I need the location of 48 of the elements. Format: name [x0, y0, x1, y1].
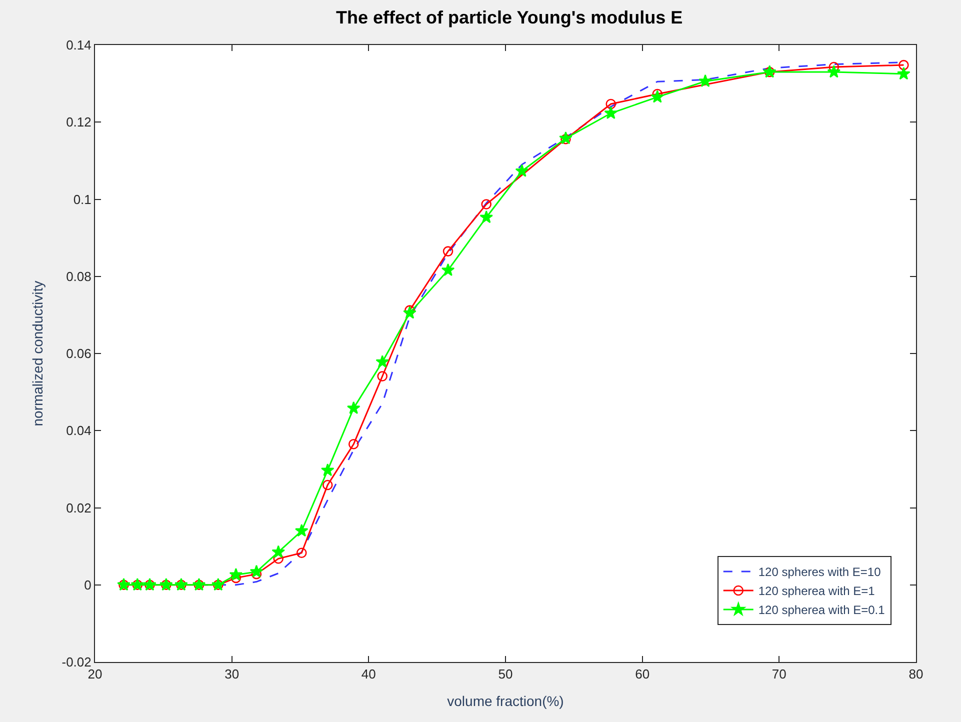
point — [650, 90, 664, 103]
point — [560, 134, 571, 144]
point — [442, 246, 454, 256]
point — [698, 74, 712, 87]
point — [404, 305, 415, 316]
point — [515, 164, 529, 177]
point — [376, 355, 389, 368]
x-tick-label: 70 — [772, 666, 786, 682]
point — [898, 60, 909, 70]
point — [250, 564, 264, 578]
point — [322, 480, 333, 490]
point — [346, 401, 360, 414]
point — [403, 306, 416, 319]
x-tick-label: 40 — [361, 666, 376, 682]
x-tick-label: 30 — [224, 666, 240, 682]
y-tick-label: 0 — [84, 577, 92, 592]
x-tick-label: 50 — [498, 666, 513, 682]
point — [272, 545, 285, 558]
point — [273, 554, 284, 564]
point — [480, 210, 493, 224]
y-tick-label: 0.02 — [66, 500, 92, 516]
point — [229, 568, 243, 581]
y-tick-label: 0.08 — [66, 268, 92, 284]
x-tick-label: 80 — [908, 666, 924, 682]
point — [481, 199, 492, 210]
point — [606, 98, 616, 110]
y-axis-title: normalized conductivity — [29, 280, 46, 426]
point — [320, 463, 334, 476]
legend-label: 120 spheres with E=10 — [758, 565, 882, 580]
y-tick-label: 0.06 — [66, 346, 92, 362]
point — [348, 438, 359, 450]
point — [604, 106, 618, 120]
chart-title: The effect of particle Young's modulus E — [336, 7, 683, 28]
x-axis-title: volume fraction(%) — [447, 692, 564, 709]
y-tick-label: 0.1 — [73, 192, 92, 207]
legend-label: 120 spherea with E=1 — [758, 584, 876, 598]
x-tick-label: 60 — [635, 666, 650, 682]
point — [897, 66, 910, 80]
point — [827, 65, 841, 78]
y-tick-label: 0.14 — [66, 38, 92, 53]
legend-label: 120 spherea with E=0.1 — [758, 603, 886, 618]
point — [559, 131, 572, 144]
y-tick-label: 0.12 — [66, 114, 92, 130]
point — [296, 548, 307, 558]
point — [294, 524, 308, 537]
y-tick-label: 0.04 — [66, 423, 92, 438]
point — [377, 371, 388, 382]
point — [441, 263, 455, 276]
